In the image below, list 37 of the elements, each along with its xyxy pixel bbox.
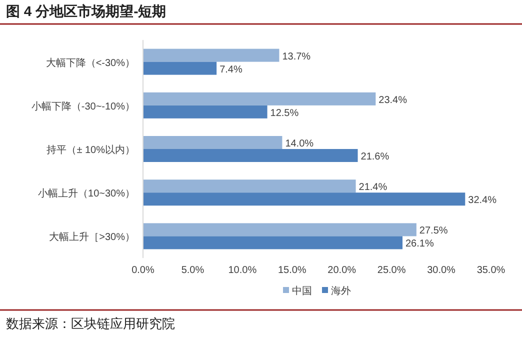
y-tick-label: 大幅下降（<-30%）	[46, 56, 135, 69]
x-tick-label: 10.0%	[228, 265, 257, 276]
bar	[143, 180, 356, 193]
data-label: 26.1%	[406, 238, 434, 250]
legend-label: 中国	[292, 285, 312, 297]
data-label: 32.4%	[468, 195, 497, 206]
data-label: 14.0%	[285, 138, 314, 150]
bar	[143, 136, 282, 149]
data-label: 7.4%	[220, 64, 242, 76]
bar	[143, 236, 403, 250]
data-label: 12.5%	[270, 108, 299, 119]
y-tick-label: 持平（± 10%以内）	[46, 144, 135, 156]
y-tick-label: 小幅下降（-30~-10%）	[31, 100, 135, 112]
data-label: 27.5%	[419, 226, 448, 237]
x-tick-label: 20.0%	[328, 265, 356, 276]
data-label: 21.4%	[358, 182, 388, 194]
data-label: 23.4%	[378, 94, 408, 106]
y-tick-label: 大幅上升［>30%）	[49, 231, 135, 244]
source-note: 数据来源：区块链应用研究院	[6, 316, 175, 331]
legend-label: 海外	[331, 285, 351, 297]
bar	[143, 223, 416, 236]
data-label: 13.7%	[282, 51, 311, 62]
chart-title: 图 4 分地区市场期望-短期	[6, 3, 166, 19]
bar	[143, 105, 268, 118]
x-tick-label: 35.0%	[476, 265, 506, 276]
y-tick-label: 小幅上升（10~30%）	[38, 188, 135, 200]
x-tick-label: 25.0%	[377, 265, 406, 276]
x-tick-label: 0.0%	[132, 265, 155, 276]
bar	[143, 192, 466, 206]
bar	[143, 48, 280, 62]
bar	[143, 62, 217, 75]
x-tick-label: 5.0%	[181, 265, 204, 276]
data-label: 21.6%	[360, 152, 390, 162]
x-tick-label: 30.0%	[427, 265, 456, 276]
bar	[143, 149, 358, 162]
bar	[143, 92, 376, 106]
x-tick-label: 15.0%	[278, 265, 306, 276]
